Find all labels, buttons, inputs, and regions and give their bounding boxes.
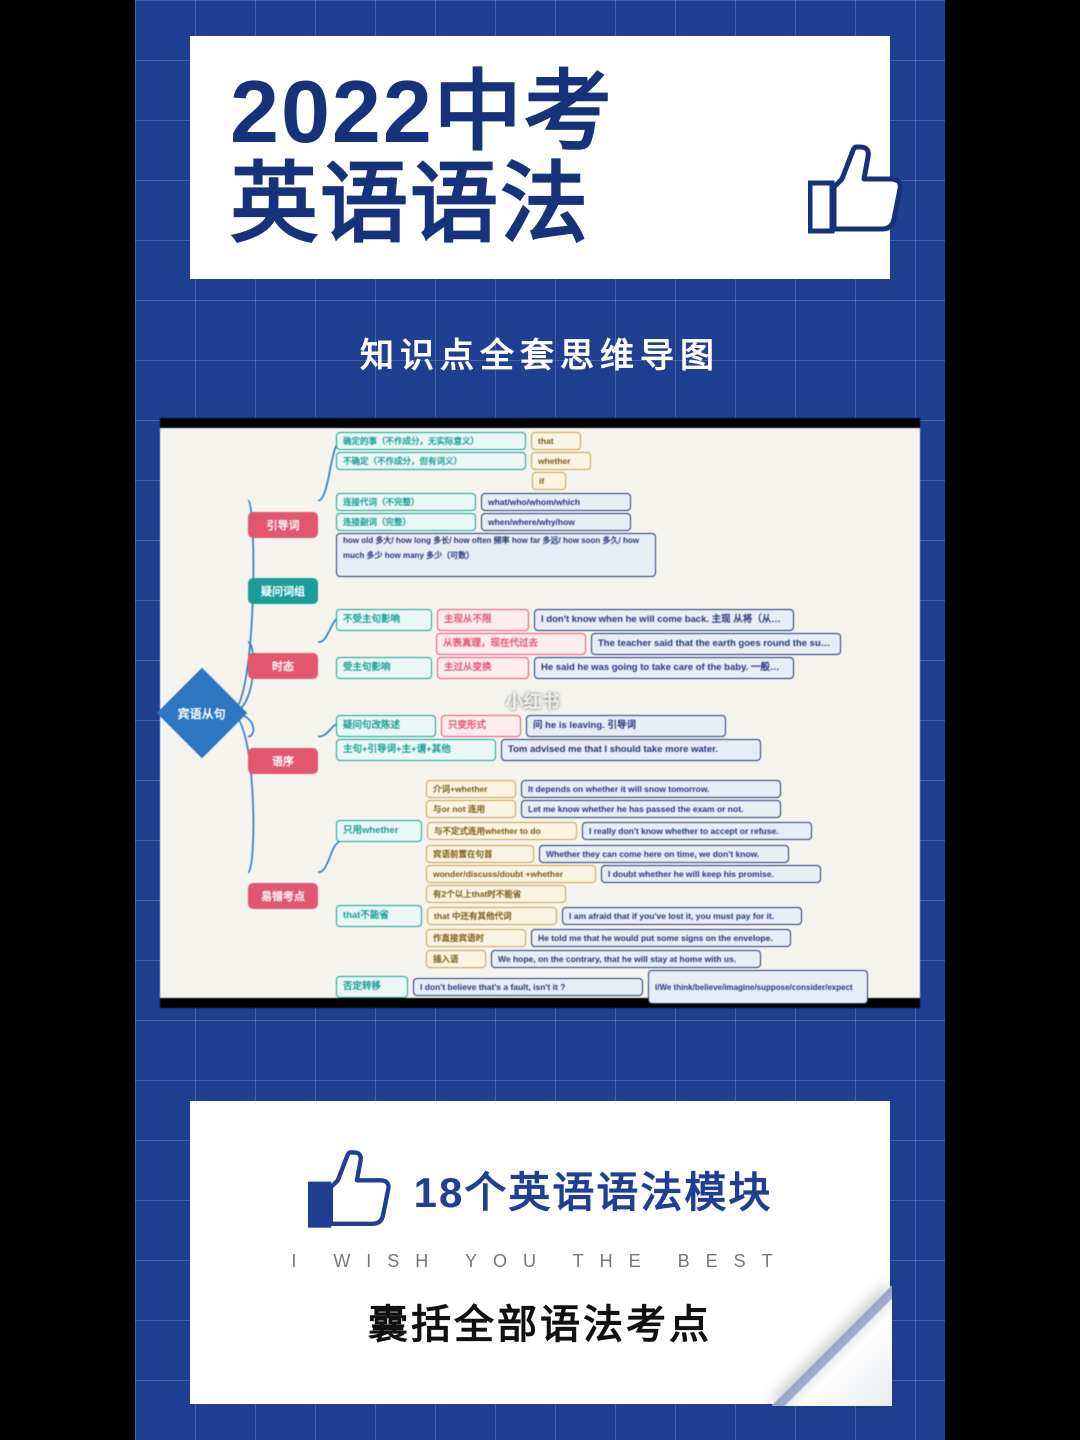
mindmap-chip: I really don't know whether to accept or… xyxy=(582,822,812,840)
mindmap-row: 确定的事（不作成分，无实际意义） that xyxy=(336,432,912,450)
mindmap-chip: if xyxy=(532,472,566,490)
footer-wish: I WISH YOU THE BEST xyxy=(238,1251,842,1272)
mindmap-chip: He said he was going to take care of the… xyxy=(534,657,794,679)
mindmap-chip: when/where/why/how xyxy=(481,513,631,531)
mindmap-row: 有2个以上that时不能省 xyxy=(336,885,912,903)
mindmap-row: 连接副词（完整） when/where/why/how xyxy=(336,513,912,531)
mindmap-cluster: 不受主句影响主现从不限I don't know when he will com… xyxy=(336,607,912,682)
mindmap-chip: that 中还有其他代词 xyxy=(427,907,557,925)
subtitle: 知识点全套思维导图 xyxy=(190,328,890,377)
mindmap-row: 介词+whether It depends on whether it will … xyxy=(336,780,912,798)
footer-card: 18个英语语法模块 I WISH YOU THE BEST 囊括全部语法考点 xyxy=(190,1101,890,1404)
mindmap-chip: 受主句影响 xyxy=(336,657,432,679)
mindmap-row: 不受主句影响主现从不限I don't know when he will com… xyxy=(336,609,912,631)
mindmap-chip: I don't believe that's a fault, isn't it… xyxy=(413,978,643,996)
mindmap-chip: The teacher said that the earth goes rou… xyxy=(591,633,841,655)
watermark: 小红书 xyxy=(505,688,559,714)
mindmap-chip: 从表真理，现在代过去 xyxy=(436,633,586,655)
mindmap-row: 插入语 We hope, on the contrary, that he wil… xyxy=(336,950,912,968)
mindmap-row: if xyxy=(336,472,912,490)
mindmap-chip: whether xyxy=(531,452,591,470)
mindmap-row: 只用whether 与不定式连用whether to do I really don… xyxy=(336,820,912,842)
mindmap-row: 否定转移 I don't believe that's a fault, isn'… xyxy=(336,970,912,1004)
mindmap-chip: 不受主句影响 xyxy=(336,609,432,631)
thumbs-up-icon xyxy=(308,1149,392,1229)
branch-node: 引导词 xyxy=(248,512,318,538)
branch-node: 易错考点 xyxy=(248,883,318,909)
branch-column: 引导词时态语序易错考点 疑问词组 xyxy=(248,442,326,984)
mindmap-chip: I don't know when he will come back. 主现 … xyxy=(534,609,794,631)
page-curl-decoration xyxy=(772,1286,892,1406)
mindmap-row: 作直接宾语时 He told me that he would put some … xyxy=(336,929,912,947)
poster: 2022中考 英语语法 知识点全套思维导图 宾语从句 引导词时态语序易错考点 疑问… xyxy=(135,0,945,1440)
mindmap-row: 不确定（不作成分，但有词义） whether xyxy=(336,452,912,470)
footer-line-1: 18个英语语法模块 xyxy=(238,1149,842,1229)
mindmap-chip: 主现从不限 xyxy=(437,609,529,631)
mindmap-chip: wonder/discuss/doubt +whether xyxy=(426,865,596,883)
mindmap-chip: 主句+引导词+主+谓+其他 xyxy=(336,739,496,761)
mindmap-cluster: 介词+whether It depends on whether it will … xyxy=(336,778,912,1006)
footer-line-1-text: 18个英语语法模块 xyxy=(414,1159,773,1220)
branch-node: 时态 xyxy=(248,653,318,679)
mindmap-chip: Let me know whether he has passed the ex… xyxy=(521,800,781,818)
mindmap-chip: It depends on whether it will snow tomor… xyxy=(521,780,781,798)
mindmap-cluster: 疑问句改陈述只变形式问 he is leaving. 引导词主句+引导词+主+谓… xyxy=(336,713,912,764)
mindmap-row: 受主句影响主过从变换He said he was going to take c… xyxy=(336,657,912,679)
title-line-1: 2022中考 xyxy=(230,66,850,158)
mindmap-row: 疑问句改陈述只变形式问 he is leaving. 引导词 xyxy=(336,715,912,737)
mindmap-chip: what/who/whom/which xyxy=(481,493,631,511)
mindmap-row: 从表真理，现在代过去The teacher said that the eart… xyxy=(336,633,912,655)
mindmap-chip: 连接副词（完整） xyxy=(336,513,476,531)
mindmap-chip: 疑问句改陈述 xyxy=(336,715,436,737)
mindmap-chip: 宾语前置在句首 xyxy=(426,845,534,863)
footer-line-3: 囊括全部语法考点 xyxy=(238,1292,842,1350)
mindmap-row: how old 多大/ how long 多长/ how often 频率 ho… xyxy=(336,533,912,577)
mindmap-chip: Whether they can come here on time, we d… xyxy=(539,845,789,863)
mindmap-row: 宾语前置在句首 Whether they can come here on tim… xyxy=(336,845,912,863)
mindmap-row: 主句+引导词+主+谓+其他Tom advised me that I shoul… xyxy=(336,739,912,761)
branch-node: 语序 xyxy=(248,748,318,774)
mindmap-chip: 作直接宾语时 xyxy=(426,929,526,947)
mindmap-chip: 问 he is leaving. 引导词 xyxy=(526,715,726,737)
mindmap-panel: 宾语从句 引导词时态语序易错考点 疑问词组 小红书 确定的事（不作成分，无实际意义… xyxy=(160,418,920,1008)
mindmap-row: that不能省 that 中还有其他代词 I am afraid that if y… xyxy=(336,905,912,927)
thumbs-up-icon xyxy=(808,143,904,235)
mindmap-chip: 不确定（不作成分，但有词义） xyxy=(336,452,526,470)
mindmap-chip: 只变形式 xyxy=(441,715,521,737)
mindmap-chip: 确定的事（不作成分，无实际意义） xyxy=(336,432,526,450)
branch-subnode: 疑问词组 xyxy=(248,578,318,604)
mindmap-chip: I am afraid that if you've lost it, you … xyxy=(562,907,802,925)
mindmap-chip: 与or not 连用 xyxy=(426,800,516,818)
mindmap-chip: 连接代词（不完整） xyxy=(336,493,476,511)
mindmap-root-label: 宾语从句 xyxy=(178,704,226,721)
mindmap-chip: 主过从变换 xyxy=(437,657,529,679)
mindmap-row: 与or not 连用 Let me know whether he has pas… xyxy=(336,800,912,818)
mindmap-chip: 否定转移 xyxy=(336,976,408,998)
mindmap-chip: how old 多大/ how long 多长/ how often 频率 ho… xyxy=(336,533,656,577)
mindmap-chip: that不能省 xyxy=(336,905,422,927)
mindmap-chip: I/We think/believe/imagine/suppose/consi… xyxy=(648,970,868,1004)
mindmap-row: wonder/discuss/doubt +whether I doubt whe… xyxy=(336,865,912,883)
title-line-2: 英语语法 xyxy=(230,158,850,250)
mindmap-root-node: 宾语从句 xyxy=(157,668,248,759)
mindmap-chip: I doubt whether he will keep his promise… xyxy=(601,865,821,883)
mindmap-row: 连接代词（不完整） what/who/whom/which xyxy=(336,493,912,511)
mindmap-chip: 与不定式连用whether to do xyxy=(427,822,577,840)
mindmap-chip: He told me that he would put some signs … xyxy=(531,929,791,947)
mindmap-chip: 介词+whether xyxy=(426,780,516,798)
mindmap-chip: Tom advised me that I should take more w… xyxy=(501,739,761,761)
mindmap-chip: 插入语 xyxy=(426,950,486,968)
mindmap-cluster: 确定的事（不作成分，无实际意义） that 不确定（不作成分，但有词义） whethe… xyxy=(336,430,912,579)
mindmap-chip: We hope, on the contrary, that he will s… xyxy=(491,950,761,968)
mindmap-chip: that xyxy=(531,432,581,450)
title-card: 2022中考 英语语法 xyxy=(190,36,890,279)
mindmap-chip: 只用whether xyxy=(336,820,422,842)
mindmap-chip: 有2个以上that时不能省 xyxy=(426,885,566,903)
